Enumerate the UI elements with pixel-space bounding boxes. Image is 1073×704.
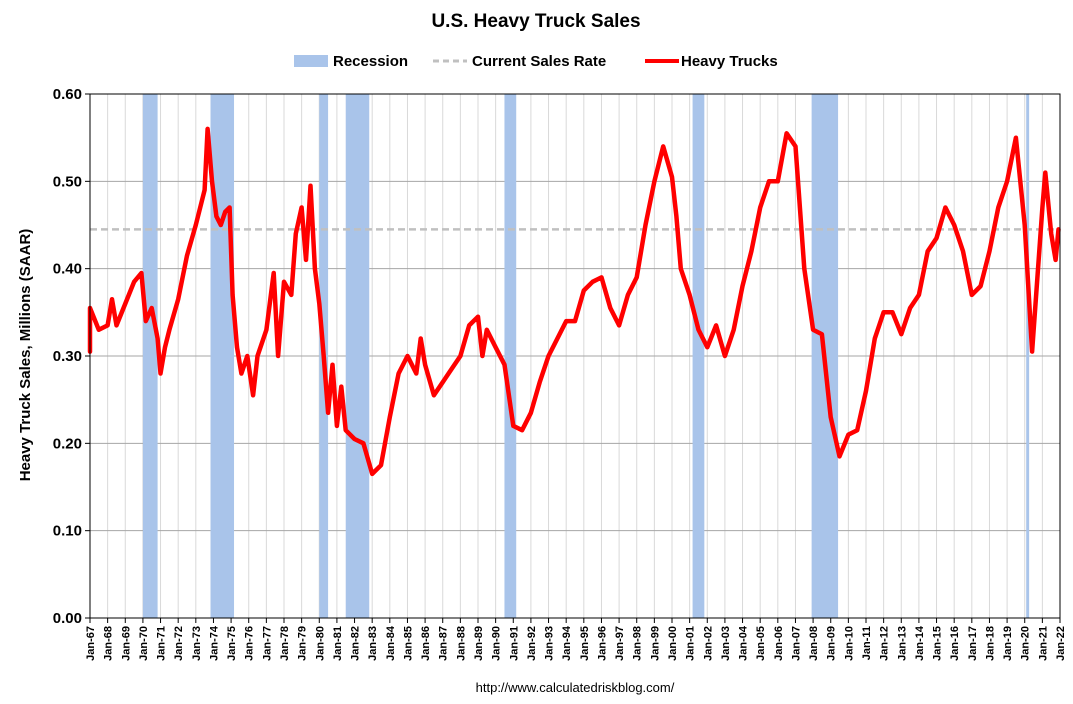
- source-url: http://www.calculatedriskblog.com/: [476, 680, 675, 695]
- x-tick-label: Jan-89: [473, 626, 485, 661]
- x-tick-label: Jan-98: [632, 626, 644, 661]
- x-tick-label: Jan-77: [261, 626, 273, 661]
- x-tick-label: Jan-97: [614, 626, 626, 661]
- x-tick-label: Jan-19: [1002, 626, 1014, 661]
- x-tick-label: Jan-91: [508, 626, 520, 661]
- x-tick-label: Jan-14: [914, 625, 926, 661]
- x-tick-label: Jan-22: [1055, 626, 1067, 661]
- x-tick-label: Jan-10: [843, 626, 855, 661]
- x-tick-label: Jan-90: [491, 626, 503, 661]
- recession-band: [210, 94, 235, 618]
- x-tick-label: Jan-80: [314, 626, 326, 661]
- x-tick-label: Jan-11: [861, 626, 873, 660]
- x-tick-label: Jan-01: [685, 626, 697, 661]
- legend-swatch-recession: [294, 55, 328, 67]
- recession-band: [345, 94, 370, 618]
- y-axis-label: Heavy Truck Sales, Millions (SAAR): [17, 229, 34, 482]
- x-tick-label: Jan-15: [932, 626, 944, 661]
- y-tick-label: 0.40: [53, 261, 82, 278]
- x-tick-label: Jan-92: [526, 626, 538, 661]
- y-tick-label: 0.20: [53, 435, 82, 452]
- x-tick-label: Jan-71: [156, 626, 168, 661]
- recession-band: [142, 94, 158, 618]
- x-tick-label: Jan-85: [402, 626, 414, 661]
- heavy-trucks-series-line: [87, 126, 1061, 477]
- legend-label-recession: Recession: [333, 53, 408, 70]
- legend-label-heavy-trucks: Heavy Trucks: [681, 53, 778, 70]
- recession-band: [504, 94, 517, 618]
- x-tick-label: Jan-94: [561, 625, 573, 661]
- recession-band: [692, 94, 705, 618]
- x-tick-label: Jan-21: [1037, 626, 1049, 661]
- x-tick-label: Jan-83: [367, 626, 379, 661]
- x-tick-label: Jan-88: [455, 626, 467, 661]
- x-tick-label: Jan-96: [596, 626, 608, 661]
- legend-label-current-sales-rate: Current Sales Rate: [472, 53, 606, 70]
- x-tick-label: Jan-07: [790, 626, 802, 661]
- x-tick-label: Jan-72: [173, 626, 185, 661]
- recession-band: [1026, 94, 1030, 618]
- x-tick-label: Jan-79: [297, 626, 309, 661]
- y-tick-label: 0.50: [53, 173, 82, 190]
- chart-title: U.S. Heavy Truck Sales: [431, 11, 640, 32]
- x-tick-label: Jan-17: [967, 626, 979, 661]
- x-tick-label: Jan-20: [1020, 626, 1032, 661]
- y-tick-label: 0.60: [53, 86, 82, 103]
- y-axis-ticks: 0.00 0.10 0.20 0.30 0.40 0.50 0.60: [53, 86, 90, 627]
- x-tick-label: Jan-75: [226, 626, 238, 661]
- x-tick-label: Jan-67: [85, 626, 97, 661]
- x-tick-label: Jan-87: [438, 626, 450, 661]
- x-tick-label: Jan-81: [332, 626, 344, 661]
- y-tick-label: 0.00: [53, 610, 82, 627]
- x-tick-label: Jan-68: [103, 626, 115, 661]
- x-tick-label: Jan-04: [738, 625, 750, 661]
- x-tick-label: Jan-03: [720, 626, 732, 661]
- x-tick-label: Jan-74: [208, 625, 220, 661]
- x-tick-label: Jan-00: [667, 626, 679, 661]
- x-tick-label: Jan-93: [544, 626, 556, 661]
- x-tick-label: Jan-09: [826, 626, 838, 661]
- x-tick-label: Jan-12: [879, 626, 891, 661]
- x-tick-label: Jan-86: [420, 626, 432, 661]
- x-tick-label: Jan-78: [279, 626, 291, 661]
- x-tick-label: Jan-82: [350, 626, 362, 661]
- x-tick-label: Jan-73: [191, 626, 203, 661]
- x-tick-label: Jan-76: [244, 626, 256, 661]
- y-tick-label: 0.30: [53, 348, 82, 365]
- x-tick-label: Jan-02: [702, 626, 714, 661]
- x-tick-label: Jan-08: [808, 626, 820, 661]
- x-tick-label: Jan-16: [949, 626, 961, 661]
- x-tick-label: Jan-84: [385, 625, 397, 661]
- x-tick-label: Jan-18: [984, 626, 996, 661]
- x-tick-label: Jan-05: [755, 626, 767, 661]
- x-tick-label: Jan-69: [120, 626, 132, 661]
- x-tick-label: Jan-95: [579, 626, 591, 661]
- x-tick-label: Jan-06: [773, 626, 785, 661]
- y-tick-label: 0.10: [53, 523, 82, 540]
- legend: Recession Current Sales Rate Heavy Truck…: [294, 53, 778, 70]
- x-tick-label: Jan-70: [138, 626, 150, 661]
- x-axis-ticks: Jan-67 Jan-68 Jan-69 Jan-70 Jan-71 Jan-72 Jan-…: [85, 618, 1067, 661]
- x-tick-label: Jan-99: [649, 626, 661, 661]
- x-tick-label: Jan-13: [896, 626, 908, 661]
